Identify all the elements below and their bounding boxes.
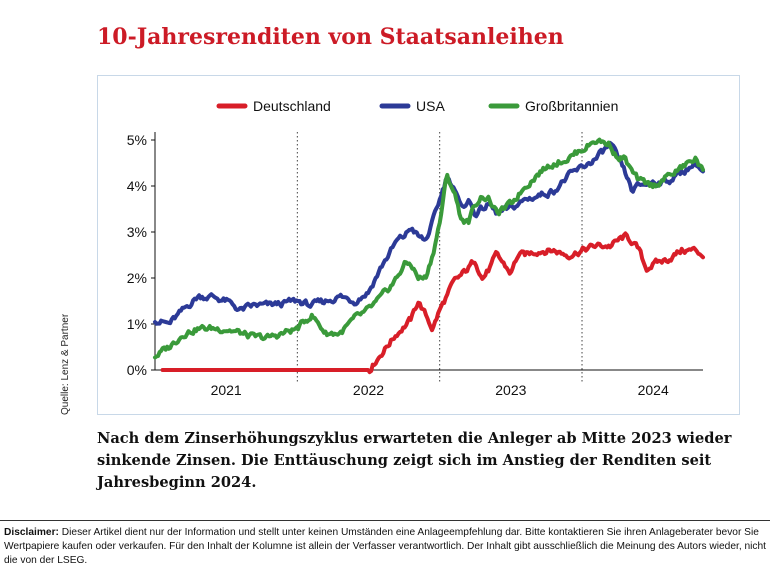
series-line-0	[160, 231, 705, 375]
line-chart: Deutschland USA Großbritannien 0% 1% 2% 3% 4% 5…	[127, 98, 705, 398]
chart-tick-labels: 0% 1% 2% 3% 4% 5% 2021 2022 2023 2024	[127, 132, 669, 398]
disclaimer-divider	[0, 520, 770, 521]
y-tick-label: 0%	[127, 362, 147, 378]
legend-label: Großbritannien	[525, 98, 618, 114]
chart-series	[153, 137, 705, 375]
chart-axes	[151, 132, 703, 371]
y-tick-label: 1%	[127, 316, 147, 332]
chart-legend: Deutschland USA Großbritannien	[216, 98, 618, 114]
disclaimer-text: Dieser Artikel dient nur der Information…	[4, 527, 767, 566]
series-line-1	[153, 140, 705, 326]
y-tick-label: 5%	[127, 132, 147, 148]
x-tick-label: 2021	[211, 382, 242, 398]
disclaimer: Disclaimer: Dieser Artikel dient nur der…	[4, 526, 769, 568]
y-tick-label: 4%	[127, 178, 147, 194]
chart-frame	[97, 75, 740, 415]
x-tick-label: 2023	[495, 382, 526, 398]
y-tick-label: 2%	[127, 270, 147, 286]
chart-caption: Nach dem Zinserhöhungszyklus erwarteten …	[97, 430, 732, 491]
series-line-2	[153, 137, 705, 360]
chart-title: 10-Jahresrenditen von Staatsanleihen	[97, 24, 564, 50]
y-tick-label: 3%	[127, 224, 147, 240]
x-tick-label: 2022	[353, 382, 384, 398]
x-tick-label: 2024	[638, 382, 669, 398]
disclaimer-label: Disclaimer:	[4, 527, 59, 538]
legend-label: USA	[416, 98, 445, 114]
source-label: Quelle: Lenz & Partner	[60, 313, 71, 415]
legend-label: Deutschland	[253, 98, 331, 114]
